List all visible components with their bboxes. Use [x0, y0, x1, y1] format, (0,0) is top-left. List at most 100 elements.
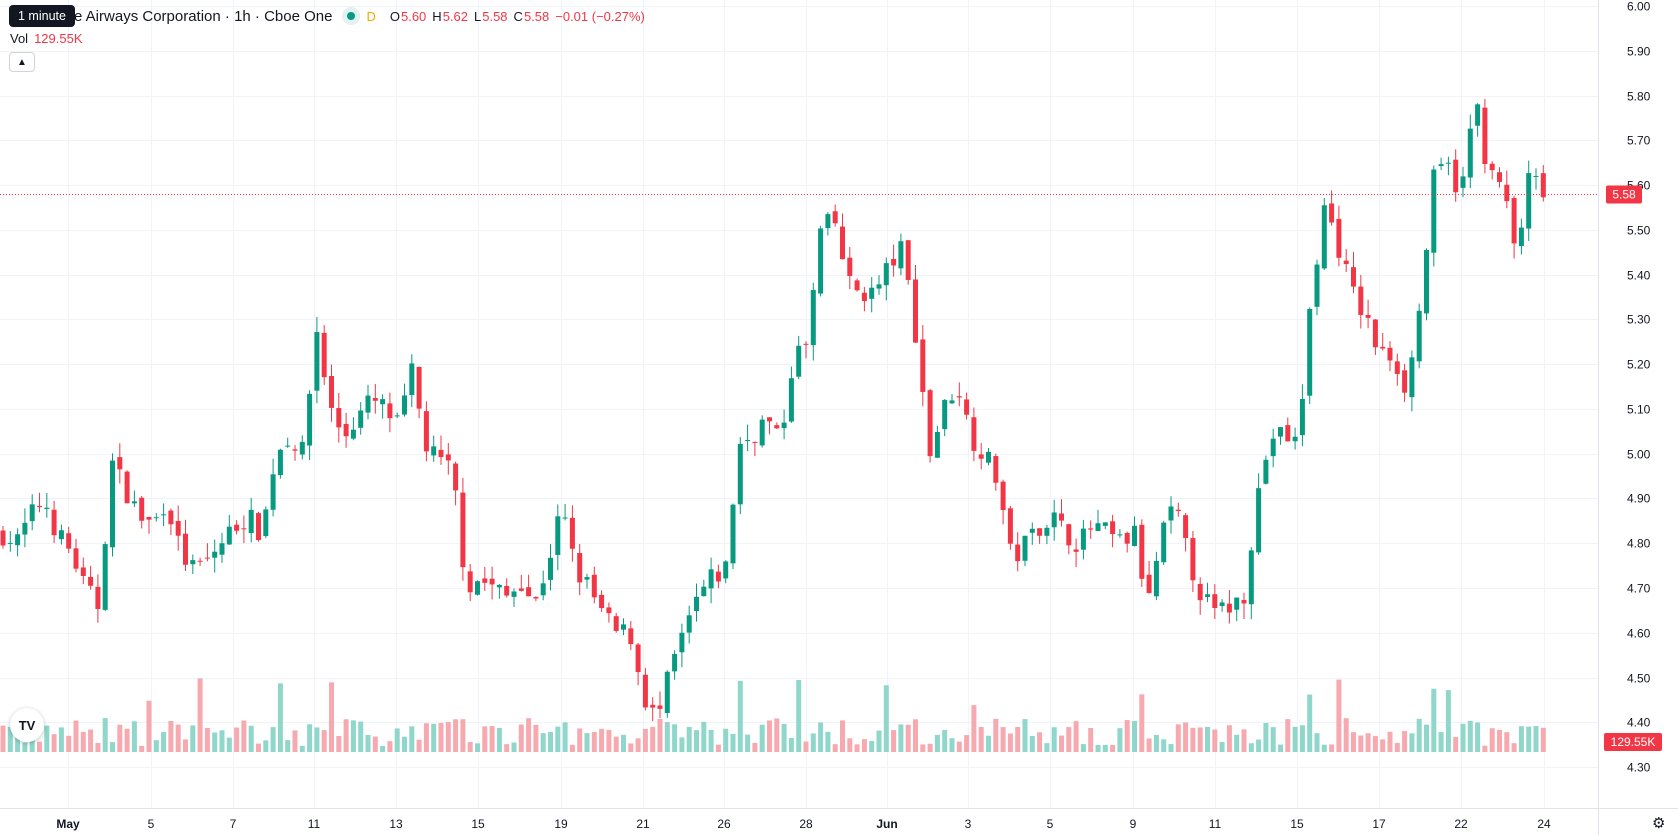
volume-bar [840, 720, 845, 752]
candle-body [540, 583, 546, 596]
candle-body [883, 263, 889, 286]
volume-bar [1110, 744, 1116, 752]
candle-body [840, 226, 845, 260]
candle-body [1000, 481, 1006, 511]
candle-body [767, 417, 772, 422]
candle-body [898, 241, 904, 269]
volume-bar [708, 730, 714, 752]
price-tick-label: 5.10 [1627, 403, 1651, 417]
volume-bar [1307, 694, 1313, 752]
candle-body [409, 363, 415, 395]
volume-bar [496, 727, 502, 752]
time-tick-label: 3 [965, 817, 972, 831]
volume-bar [467, 742, 473, 752]
candle-body [44, 507, 50, 509]
volume-bar [1285, 719, 1291, 752]
volume-bar [161, 732, 167, 752]
time-tick-label: 7 [230, 817, 237, 831]
candle-body [555, 516, 561, 555]
candle-body [161, 514, 167, 516]
volume-bar [1146, 738, 1152, 752]
candle-body [1285, 425, 1291, 442]
candle-body [701, 586, 707, 597]
candle-body [759, 419, 765, 446]
candle-body [913, 279, 918, 343]
volume-bar [1351, 732, 1356, 752]
candle-body [1278, 427, 1283, 437]
candle-body [993, 456, 999, 483]
volume-bar [964, 735, 970, 752]
volume-bar [803, 741, 809, 752]
price-tick-label: 4.60 [1627, 627, 1651, 641]
symbol-legend: e Airways Corporation · 1h · Cboe One D … [74, 6, 645, 26]
volume-bar [1380, 739, 1386, 752]
volume-bar [139, 745, 145, 752]
candle-body [1402, 370, 1408, 393]
price-tick-label: 5.20 [1627, 358, 1651, 372]
volume-bar [0, 725, 6, 752]
candle-body [58, 530, 64, 540]
volume-bar [270, 727, 276, 752]
price-tick-label: 5.80 [1627, 90, 1651, 104]
candle-body [1358, 286, 1364, 315]
market-status-icon[interactable] [342, 7, 361, 25]
candle-body [314, 332, 320, 391]
volume-bar [153, 740, 159, 752]
candle-body [489, 578, 495, 585]
volume-bar [299, 745, 305, 752]
candle-body [1073, 549, 1079, 552]
volume-bar [905, 724, 911, 752]
candle-body [679, 632, 685, 653]
candle-body [1445, 162, 1451, 164]
candle-body [504, 585, 510, 596]
volume-bar [102, 718, 108, 752]
volume-bar [934, 734, 940, 752]
volume-bar [314, 727, 320, 752]
volume-bar [51, 734, 57, 752]
candle-body [1029, 528, 1035, 533]
candle-body [1051, 512, 1057, 528]
time-tick-label: 11 [308, 817, 321, 831]
time-tick-label: 21 [636, 817, 650, 831]
candle-body [380, 399, 386, 405]
candle-body [139, 497, 145, 521]
data-flag[interactable]: D [366, 8, 376, 24]
candle-body [307, 393, 313, 446]
volume-bar [1402, 731, 1408, 752]
gear-icon[interactable]: ⚙ [1652, 815, 1666, 832]
candle-body [51, 509, 57, 536]
volume-bar [292, 730, 298, 752]
tradingview-logo-icon[interactable]: TV [10, 708, 44, 742]
collapse-legend-button[interactable]: ▲ [9, 52, 35, 72]
volume-bar [117, 724, 123, 752]
volume-bar [657, 718, 663, 752]
candle-body [1256, 488, 1262, 553]
volume-bar [460, 719, 466, 752]
symbol-title[interactable]: e Airways Corporation · 1h · Cboe One [74, 7, 333, 25]
volume-bar [504, 744, 510, 752]
candle-body [796, 345, 802, 377]
candle-body [1037, 528, 1043, 536]
candle-body [1212, 594, 1218, 609]
candle-body [978, 454, 984, 459]
volume-bar [44, 725, 50, 752]
candle-body [832, 211, 838, 224]
time-tick-label: 15 [1290, 817, 1304, 831]
interval-tooltip: 1 minute [9, 5, 75, 27]
candle-body [737, 443, 743, 505]
candle-body [66, 533, 72, 549]
candle-body [416, 367, 422, 409]
volume-bar [1511, 743, 1517, 752]
volume-bar [1438, 732, 1444, 752]
candle-body [781, 422, 787, 429]
volume-bar [1263, 723, 1269, 752]
volume-bar [219, 730, 225, 752]
volume-bar [212, 732, 218, 752]
volume-bar [329, 682, 334, 752]
volume-bar [1518, 726, 1524, 752]
time-tick-label: 17 [1372, 817, 1386, 831]
candle-body [1007, 508, 1013, 544]
candle-body [942, 399, 948, 430]
volume-bar [1409, 733, 1415, 752]
